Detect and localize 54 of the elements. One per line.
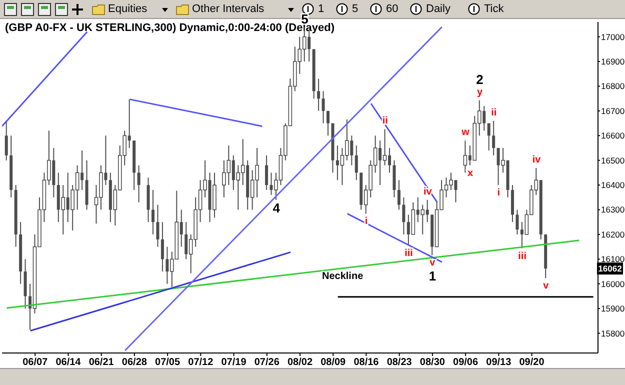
- y-tick-label: 17000: [601, 32, 625, 42]
- y-tick-label: 16500: [601, 155, 625, 166]
- y-tick-label: 16000: [601, 278, 625, 289]
- annotation: 1: [428, 268, 436, 284]
- text: 60: [386, 3, 398, 15]
- y-tick-label: 16200: [601, 229, 625, 240]
- x-tick-label: 07/26: [254, 357, 280, 368]
- annotation: 4: [272, 200, 281, 216]
- x-tick-label: 08/30: [420, 357, 446, 368]
- annotation: iii: [518, 250, 527, 262]
- x-tick-label: 06/28: [122, 357, 148, 368]
- x-tick-label: 06/07: [22, 357, 48, 368]
- y-tick-label: 16600: [601, 130, 625, 141]
- text: 16062: [598, 264, 622, 274]
- chart-title: (GBP A0-FX - UK STERLING,300) Dynamic,0:00-24:00 (Delayed): [5, 22, 335, 34]
- y-tick-label: 16900: [601, 56, 625, 67]
- annotation: ii: [491, 107, 497, 118]
- x-tick-label: 08/16: [354, 357, 380, 368]
- text: Daily: [426, 3, 450, 15]
- annotation: iv: [532, 154, 542, 166]
- x-tick-label: 09/20: [519, 357, 545, 368]
- text: 5: [352, 3, 358, 15]
- annotation: x: [468, 168, 474, 179]
- x-tick-label: 09/13: [486, 357, 512, 368]
- annotation: Neckline: [322, 270, 364, 282]
- x-tick-label: 07/12: [188, 357, 214, 368]
- annotation: i: [497, 188, 500, 199]
- text: 1: [318, 3, 324, 15]
- y-tick-label: 16400: [601, 180, 625, 190]
- annotation: w: [460, 127, 470, 138]
- x-tick-label: 06/21: [88, 357, 114, 368]
- annotation: y: [476, 86, 483, 98]
- y-tick-label: 16300: [601, 204, 625, 215]
- annotation: v: [543, 280, 550, 292]
- y-tick-label: 16700: [601, 106, 625, 116]
- x-tick-label: 08/23: [386, 357, 412, 368]
- text: Tick: [484, 3, 504, 15]
- x-tick-label: 07/19: [221, 357, 247, 368]
- annotation: iii: [404, 248, 414, 259]
- y-tick-label: 16800: [601, 81, 625, 92]
- annotation: 2: [476, 72, 484, 87]
- x-tick-label: 08/09: [320, 357, 346, 368]
- y-tick-label: 15900: [601, 304, 625, 314]
- x-tick-label: 09/06: [453, 357, 479, 368]
- x-tick-label: 06/14: [56, 357, 82, 368]
- annotation: v: [430, 258, 436, 269]
- y-tick-label: 15800: [601, 328, 625, 338]
- text: Other Intervals: [192, 3, 264, 15]
- text: Equities: [108, 3, 148, 15]
- annotation: i: [364, 216, 368, 228]
- annotation: ii: [382, 116, 388, 127]
- y-tick-label: 16100: [601, 254, 625, 264]
- x-tick-label: 08/02: [287, 357, 313, 368]
- x-tick-label: 07/05: [155, 357, 181, 368]
